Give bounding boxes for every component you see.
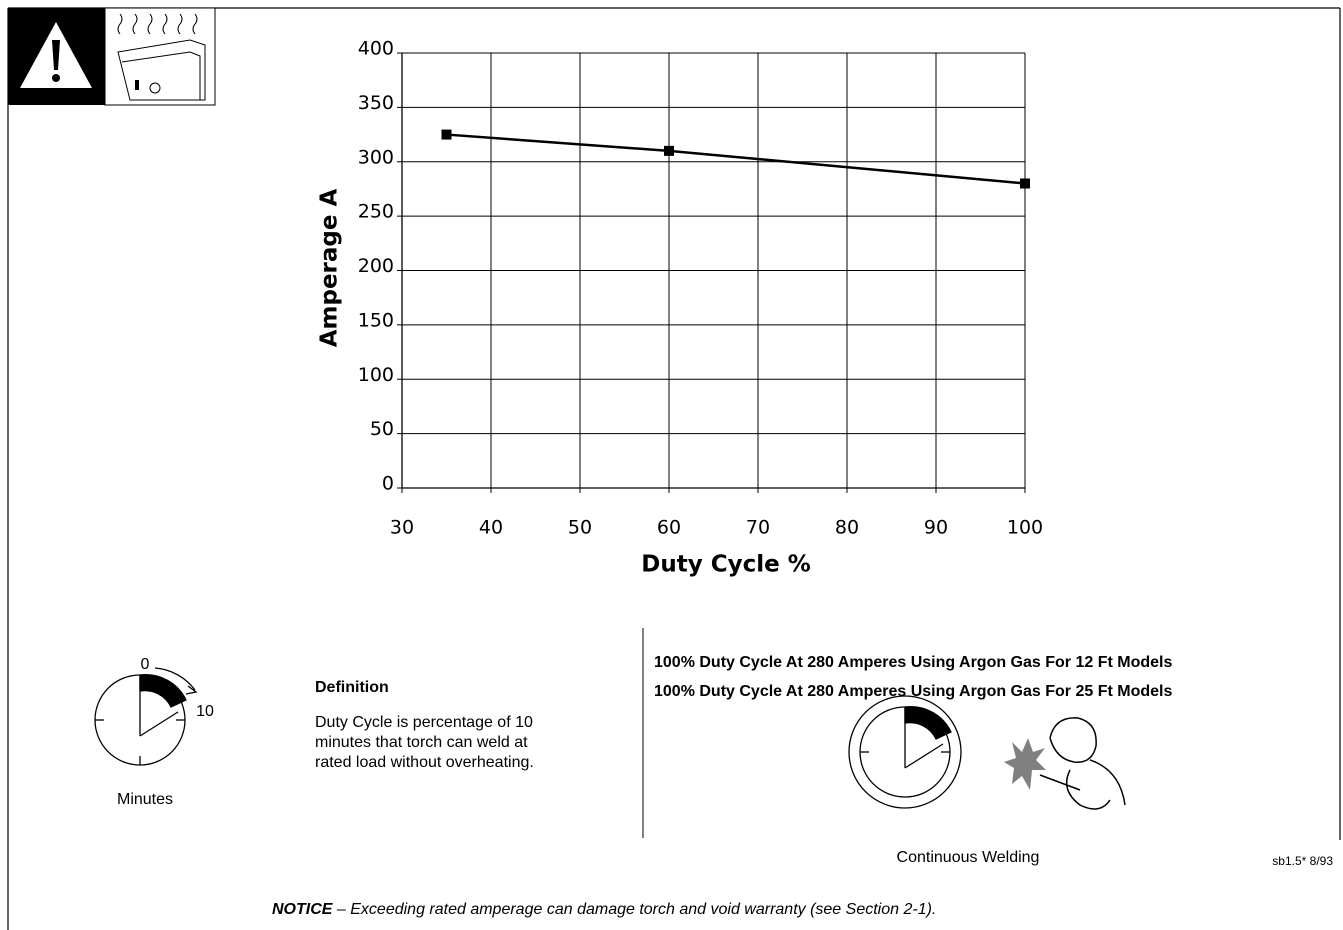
- x-tick-label: 30: [390, 517, 414, 539]
- page: 0501001502002503003504003040506070809010…: [0, 0, 1343, 930]
- y-tick-label: 250: [358, 201, 394, 223]
- y-tick-label: 350: [358, 92, 394, 114]
- notice-text: – Exceeding rated amperage can damage to…: [336, 901, 936, 918]
- continuous-caption: Continuous Welding: [897, 849, 1040, 866]
- definition-line: Duty Cycle is percentage of 10: [315, 714, 533, 731]
- data-point: [1020, 179, 1030, 189]
- clock-caption: Minutes: [117, 791, 173, 808]
- data-point: [664, 146, 674, 156]
- definition-heading: Definition: [315, 679, 389, 696]
- clock-small: [95, 668, 196, 765]
- x-tick-label: 80: [835, 517, 859, 539]
- clock-continuous: [849, 696, 961, 808]
- notice-label: NOTICE: [272, 901, 334, 918]
- x-tick-label: 40: [479, 517, 503, 539]
- chart: 0 50 100 150 200 250 300 350 400 30 40 50 60 70 80 90 10…: [358, 38, 1043, 539]
- rating: 100% Duty Cycle At 280 Amperes Using Arg…: [654, 683, 1172, 700]
- notice: NOTICE – Exceeding rated amperage can da…: [272, 901, 936, 918]
- y-tick-label: 300: [358, 146, 394, 168]
- welder-icon: [1004, 718, 1125, 809]
- x-tick-label: 50: [568, 517, 592, 539]
- warning-icon: [8, 8, 215, 105]
- x-tick-label: 60: [657, 517, 681, 539]
- x-axis-title: Duty Cycle %: [641, 552, 811, 578]
- y-tick-label: 50: [370, 418, 394, 440]
- y-tick-label: 100: [358, 364, 394, 386]
- y-tick-label: 200: [358, 255, 394, 277]
- clock-end: 10: [196, 703, 214, 720]
- doc-code: sb1.5* 8/93: [1272, 854, 1333, 868]
- y-axis-title: Amperage A: [317, 189, 343, 348]
- y-tick-label: 400: [358, 38, 394, 60]
- x-tick-label: 100: [1007, 517, 1043, 539]
- y-tick-label: 150: [358, 309, 394, 331]
- x-tick-label: 70: [746, 517, 770, 539]
- definition-line: minutes that torch can weld at: [315, 734, 528, 751]
- y-tick-label: 0: [382, 473, 394, 495]
- x-tick-label: 90: [924, 517, 948, 539]
- definition-line: rated load without overheating.: [315, 754, 534, 771]
- clock-start: 0: [141, 656, 150, 673]
- rating: 100% Duty Cycle At 280 Amperes Using Arg…: [654, 654, 1172, 671]
- data-line: [447, 135, 1026, 184]
- data-point: [442, 130, 452, 140]
